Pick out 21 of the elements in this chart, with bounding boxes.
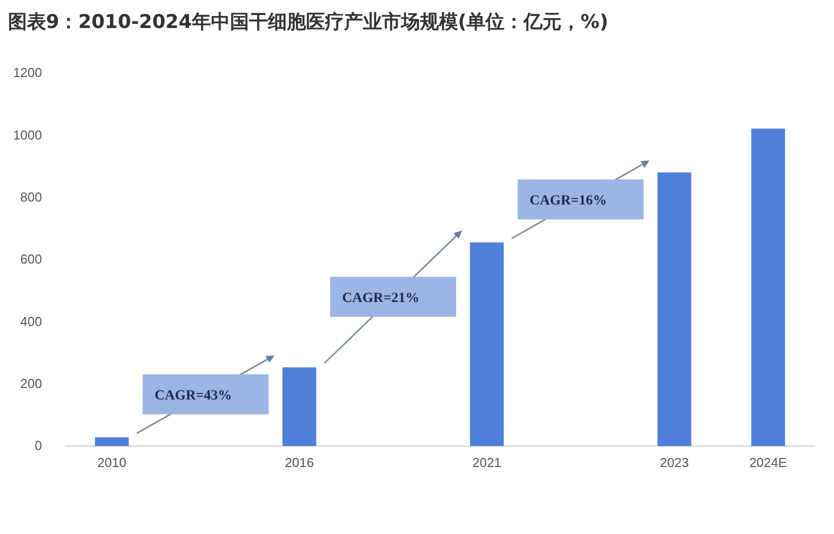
annotation: CAGR=43% <box>154 388 232 404</box>
x-tick-label: 2023 <box>660 455 689 470</box>
y-tick-label: 800 <box>20 189 42 204</box>
bar <box>95 437 129 446</box>
x-tick-label: 2010 <box>97 455 126 470</box>
annotation: CAGR=21% <box>342 290 420 306</box>
y-tick-label: 200 <box>20 376 42 391</box>
y-tick-label: 1200 <box>13 65 42 80</box>
x-tick-label: 2024E <box>749 455 788 470</box>
y-tick-label: 1000 <box>13 127 42 142</box>
annotation: CAGR=16% <box>530 193 607 208</box>
x-tick-label: 2021 <box>472 455 502 470</box>
x-tick-label: 2016 <box>284 455 314 470</box>
bar <box>470 242 504 446</box>
bar <box>658 172 692 446</box>
bar <box>751 128 785 446</box>
y-tick-label: 600 <box>20 252 42 267</box>
y-tick-label: 400 <box>20 314 42 329</box>
chart-title: 图表9：2010-2024年中国干细胞医疗产业市场规模(单位：亿元，%) <box>8 11 608 33</box>
y-tick-label: 0 <box>34 438 42 454</box>
bar <box>282 367 316 446</box>
